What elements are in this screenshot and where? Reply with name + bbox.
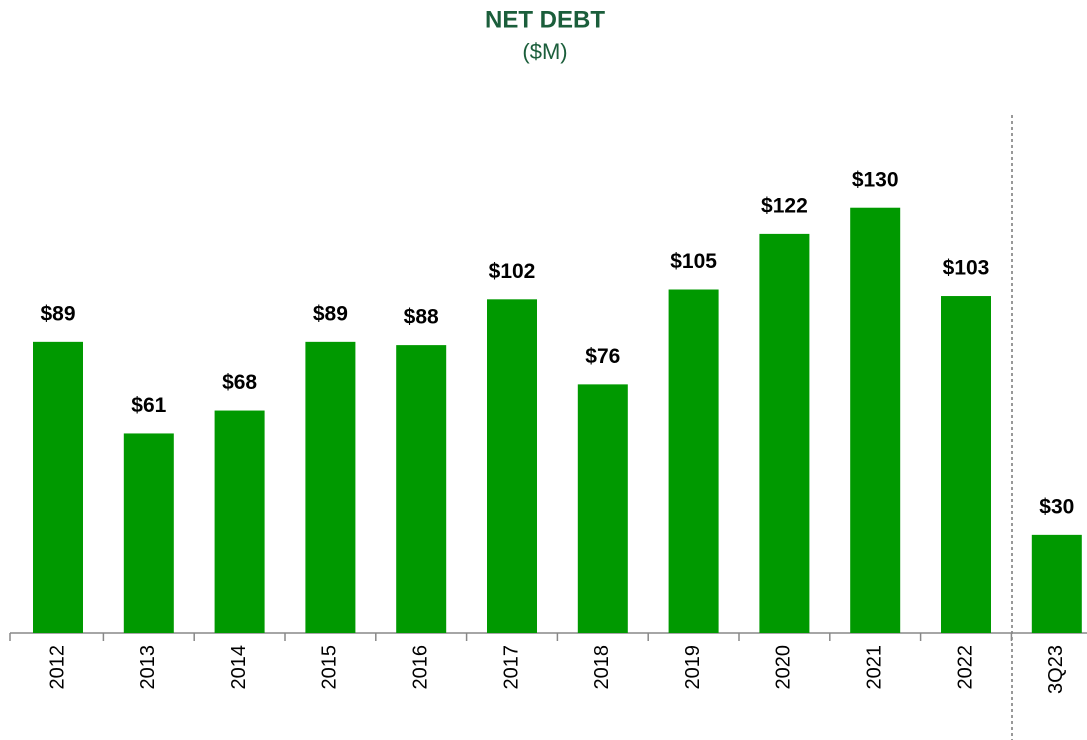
x-tick-label: 2015 (319, 645, 341, 690)
x-tick-label: 2017 (500, 645, 522, 690)
value-label: $102 (489, 260, 536, 283)
value-label: $89 (313, 302, 348, 325)
x-tick-label: 2021 (863, 645, 885, 690)
value-label: $105 (670, 250, 717, 273)
bar (759, 233, 810, 633)
x-tick-label: 2019 (682, 645, 704, 690)
value-label: $89 (40, 302, 75, 325)
x-tick-label: 2018 (591, 645, 613, 690)
bar (305, 341, 356, 633)
value-label: $61 (131, 394, 166, 417)
x-tick-label: 2012 (46, 645, 68, 690)
value-label: $30 (1039, 495, 1074, 518)
x-tick-label: 2022 (954, 645, 976, 690)
bar (577, 384, 628, 633)
bar (123, 433, 174, 633)
bar (396, 345, 447, 633)
value-label: $103 (943, 257, 990, 280)
bar (487, 299, 537, 633)
value-label: $76 (585, 345, 620, 368)
chart-title: NET DEBT (485, 6, 605, 33)
chart-subtitle: ($M) (522, 39, 567, 64)
x-tick-label: 2014 (228, 645, 250, 690)
x-tick-label: 2016 (409, 645, 431, 690)
bar (33, 341, 83, 633)
bar (850, 207, 901, 633)
bar (941, 296, 991, 633)
value-label: $68 (222, 371, 257, 394)
bar (668, 289, 719, 633)
value-label: $122 (761, 194, 808, 217)
bar (1031, 534, 1082, 633)
x-tick-label: 3Q23 (1045, 645, 1067, 694)
x-tick-label: 2013 (137, 645, 159, 690)
value-label: $88 (404, 306, 439, 329)
x-tick-label: 2020 (773, 645, 795, 690)
bar (214, 410, 265, 633)
value-label: $130 (852, 168, 899, 191)
